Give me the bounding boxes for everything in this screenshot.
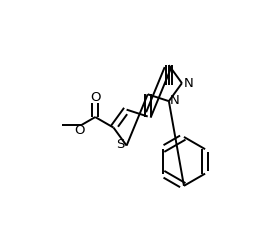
- Text: O: O: [90, 90, 101, 104]
- Text: S: S: [116, 138, 125, 151]
- Text: O: O: [75, 124, 85, 137]
- Text: N: N: [170, 94, 180, 106]
- Text: N: N: [183, 77, 193, 90]
